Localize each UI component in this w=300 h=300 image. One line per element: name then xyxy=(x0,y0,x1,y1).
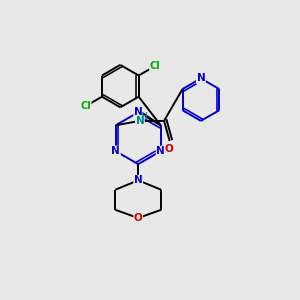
Text: N: N xyxy=(134,107,142,117)
Text: N: N xyxy=(111,146,120,156)
Text: N: N xyxy=(134,175,142,185)
Text: O: O xyxy=(134,213,142,223)
Text: H: H xyxy=(140,112,147,121)
Text: N: N xyxy=(196,74,205,83)
Text: O: O xyxy=(165,143,174,154)
Text: Cl: Cl xyxy=(80,101,91,111)
Text: Cl: Cl xyxy=(149,61,160,71)
Text: N: N xyxy=(156,146,165,156)
Text: N: N xyxy=(136,116,144,126)
